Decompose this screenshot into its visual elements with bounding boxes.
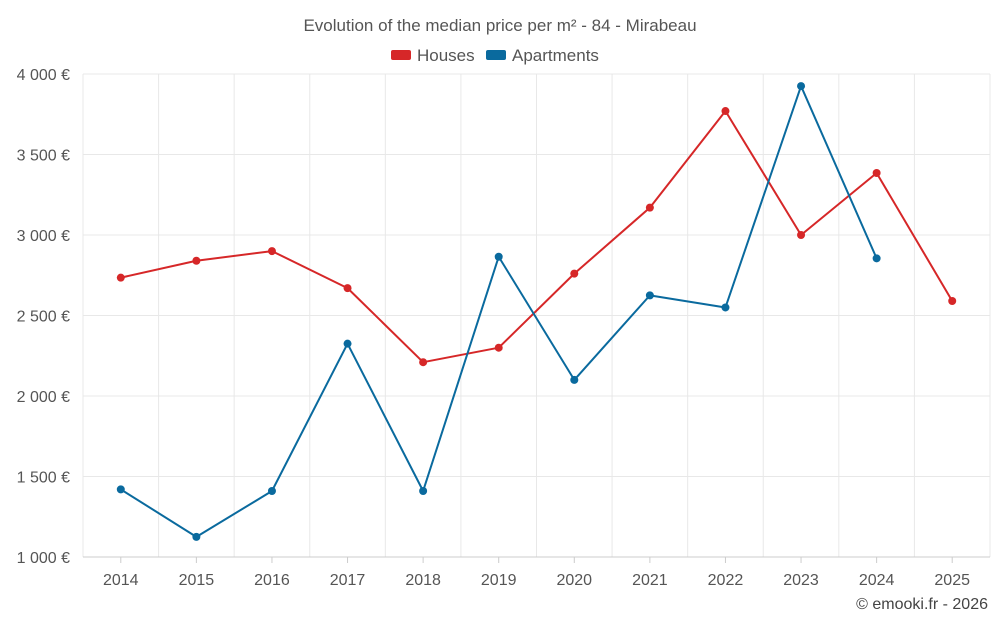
data-point-houses[interactable] xyxy=(948,297,957,306)
data-point-apartments[interactable] xyxy=(797,82,806,91)
y-axis: 1 000 € 1 500 € 2 000 € 2 500 € 3 000 € 3 500… xyxy=(17,67,70,567)
x-tick-label: 2014 xyxy=(103,572,139,589)
series-line-houses xyxy=(120,110,954,364)
data-point-houses[interactable] xyxy=(797,231,806,239)
data-point-houses[interactable] xyxy=(494,343,503,352)
chart-title: Evolution of the median price per m² - 8… xyxy=(303,16,696,35)
legend-item-apartments[interactable]: Apartments xyxy=(486,46,599,65)
data-point-apartments[interactable] xyxy=(570,375,579,384)
legend: Houses Apartments xyxy=(391,46,599,65)
x-tick-label: 2020 xyxy=(556,572,592,589)
data-point-apartments[interactable] xyxy=(116,485,125,494)
legend-item-houses[interactable]: Houses xyxy=(391,46,475,65)
data-point-apartments[interactable] xyxy=(872,254,881,263)
data-point-apartments[interactable] xyxy=(267,486,276,495)
x-tick-label: 2021 xyxy=(632,572,668,589)
y-tick-label: 3 500 € xyxy=(17,148,70,165)
data-point-apartments[interactable] xyxy=(494,252,503,261)
data-point-houses[interactable] xyxy=(872,169,881,178)
data-point-apartments[interactable] xyxy=(645,291,654,300)
x-tick-label: 2019 xyxy=(481,572,517,589)
data-point-houses[interactable] xyxy=(721,107,730,116)
credit-text: © emooki.fr - 2026 xyxy=(856,596,988,613)
data-point-houses[interactable] xyxy=(116,273,125,282)
data-point-houses[interactable] xyxy=(570,269,579,278)
data-point-apartments[interactable] xyxy=(343,339,352,348)
y-tick-label: 2 000 € xyxy=(17,389,70,406)
x-tick-label: 2023 xyxy=(783,572,819,589)
series-apartments xyxy=(116,82,881,541)
data-point-apartments[interactable] xyxy=(419,486,428,495)
x-axis: 2014 2015 2016 2017 2018 2019 2020 2021 2022 2023… xyxy=(83,556,990,589)
x-tick-label: 2022 xyxy=(708,572,744,589)
x-tick-label: 2017 xyxy=(330,572,366,589)
x-tick-label: 2024 xyxy=(859,572,895,589)
x-tick-label: 2018 xyxy=(405,572,441,589)
data-point-houses[interactable] xyxy=(645,203,654,212)
legend-swatch-apartments xyxy=(486,50,506,60)
y-tick-label: 2 500 € xyxy=(17,309,70,326)
legend-swatch-houses xyxy=(391,50,411,60)
series xyxy=(116,82,957,541)
data-point-houses[interactable] xyxy=(192,256,201,265)
legend-label-apartments: Apartments xyxy=(512,46,599,65)
legend-label-houses: Houses xyxy=(417,46,475,65)
data-point-houses[interactable] xyxy=(343,284,352,293)
y-tick-label: 1 000 € xyxy=(17,550,70,567)
x-tick-label: 2016 xyxy=(254,572,290,589)
data-point-apartments[interactable] xyxy=(192,532,201,541)
series-houses xyxy=(116,107,957,367)
grid xyxy=(82,73,991,558)
y-tick-label: 4 000 € xyxy=(17,67,70,84)
data-point-houses[interactable] xyxy=(267,247,276,256)
data-point-apartments[interactable] xyxy=(721,303,730,312)
y-tick-label: 1 500 € xyxy=(17,470,70,487)
data-point-houses[interactable] xyxy=(419,358,428,367)
y-tick-label: 3 000 € xyxy=(17,228,70,245)
x-tick-label: 2015 xyxy=(179,572,215,589)
x-tick-label: 2025 xyxy=(934,572,970,589)
